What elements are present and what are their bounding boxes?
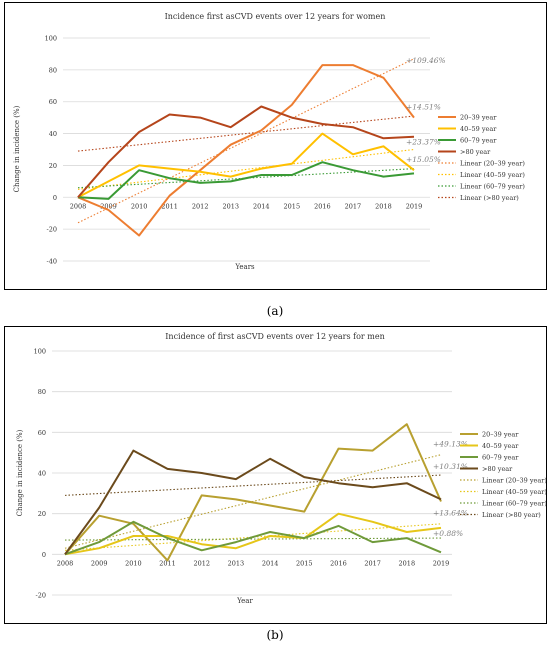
annotation-label: +23.37% xyxy=(406,137,441,146)
x-tick-label: 2016 xyxy=(314,202,331,210)
x-tick-label: 2009 xyxy=(100,202,117,210)
series-line-0 xyxy=(77,64,415,237)
legend-label: >80 year xyxy=(482,465,513,473)
series-line-1 xyxy=(77,132,415,199)
legend-label: Linear (60–79 year) xyxy=(460,183,525,191)
y-tick-label: 40 xyxy=(49,130,57,138)
y-tick-label: -20 xyxy=(47,226,57,234)
y-tick-label: 80 xyxy=(38,388,46,396)
legend-label: >80 year xyxy=(460,148,491,156)
series-line-0 xyxy=(64,423,442,562)
x-tick-label: 2014 xyxy=(253,202,270,210)
x-tick-label: 2008 xyxy=(70,202,87,210)
legend-label: 20–39 year xyxy=(482,431,519,439)
legend-label: Linear (60–79 year) xyxy=(482,500,546,508)
annotation-label: +49.13% xyxy=(433,440,468,449)
x-tick-label: 2019 xyxy=(406,202,423,210)
annotation-label: +10.31% xyxy=(433,462,468,471)
y-tick-label: 0 xyxy=(42,551,46,559)
trendline-1 xyxy=(77,148,415,190)
y-tick-label: -40 xyxy=(47,258,57,266)
x-tick-label: 2011 xyxy=(161,202,178,210)
x-tick-label: 2014 xyxy=(262,559,279,567)
y-axis-label: Change in incidence (%) xyxy=(16,429,24,516)
chart-title: Incidence of first asCVD events over 12 … xyxy=(165,332,384,341)
x-tick-label: 2017 xyxy=(345,202,362,210)
x-tick-label: 2019 xyxy=(433,559,450,567)
x-tick-label: 2013 xyxy=(222,202,239,210)
y-tick-label: 100 xyxy=(45,35,57,43)
x-tick-label: 2015 xyxy=(296,559,313,567)
x-tick-label: 2012 xyxy=(192,202,209,210)
chart-panel-women: Incidence first asCVD events over 12 yea… xyxy=(4,2,547,290)
annotation-label: +0.88% xyxy=(433,529,463,538)
y-tick-label: 60 xyxy=(49,98,57,106)
legend-label: 40–59 year xyxy=(460,125,497,133)
x-tick-label: 2009 xyxy=(91,559,108,567)
x-tick-label: 2012 xyxy=(193,559,210,567)
trendline-0 xyxy=(77,58,415,224)
y-tick-label: 60 xyxy=(38,429,46,437)
x-tick-label: 2016 xyxy=(330,559,347,567)
x-tick-label: 2018 xyxy=(375,202,392,210)
trendline-3 xyxy=(77,115,415,152)
caption-a: (a) xyxy=(266,304,284,318)
legend-label: 20–39 year xyxy=(460,114,497,122)
chart-women: Incidence first asCVD events over 12 yea… xyxy=(13,12,525,271)
y-tick-label: 20 xyxy=(38,510,46,518)
legend-label: Linear (20–39 year) xyxy=(460,160,525,168)
x-tick-label: 2013 xyxy=(228,559,245,567)
series-line-1 xyxy=(64,512,442,556)
chart-title: Incidence first asCVD events over 12 yea… xyxy=(165,12,386,21)
series-line-2 xyxy=(77,161,415,200)
y-tick-label: 100 xyxy=(34,348,46,356)
caption-b: (b) xyxy=(266,628,284,642)
legend-label: Linear (>80 year) xyxy=(482,511,541,519)
annotation-label: +13.64% xyxy=(433,509,468,518)
x-tick-label: 2018 xyxy=(399,559,416,567)
y-tick-label: 20 xyxy=(49,162,57,170)
x-axis-label: Years xyxy=(234,263,255,271)
y-tick-label: 0 xyxy=(53,194,57,202)
y-axis-label: Change in incidence (%) xyxy=(13,105,21,192)
x-tick-label: 2015 xyxy=(284,202,301,210)
legend-label: Linear (40–59 year) xyxy=(482,488,546,496)
legend-label: Linear (20–39 year) xyxy=(482,477,546,485)
annotation-label: +109.46% xyxy=(406,56,446,65)
x-tick-label: 2017 xyxy=(364,559,381,567)
legend-label: Linear (40–59 year) xyxy=(460,171,525,179)
x-tick-label: 2011 xyxy=(159,559,176,567)
series-line-3 xyxy=(64,449,442,555)
legend-label: 40–59 year xyxy=(482,442,519,450)
x-tick-label: 2010 xyxy=(131,202,148,210)
x-axis-label: Year xyxy=(236,597,253,605)
y-tick-label: -20 xyxy=(36,592,46,600)
series-line-3 xyxy=(77,105,415,198)
legend-label: Linear (>80 year) xyxy=(460,194,519,202)
annotation-label: +14.51% xyxy=(406,102,441,111)
x-tick-label: 2008 xyxy=(57,559,74,567)
chart-panel-men: Incidence of first asCVD events over 12 … xyxy=(4,326,547,624)
legend-label: 60–79 year xyxy=(460,137,497,145)
y-tick-label: 40 xyxy=(38,470,46,478)
x-tick-label: 2010 xyxy=(125,559,142,567)
chart-men: Incidence of first asCVD events over 12 … xyxy=(16,332,546,605)
legend-label: 60–79 year xyxy=(482,454,519,462)
annotation-label: +15.05% xyxy=(406,155,441,164)
y-tick-label: 80 xyxy=(49,66,57,74)
series-line-2 xyxy=(64,520,442,556)
